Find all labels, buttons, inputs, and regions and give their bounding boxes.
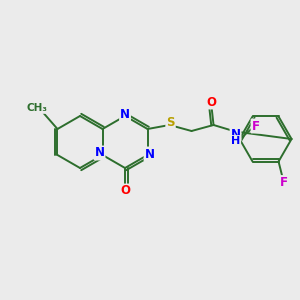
Text: N: N bbox=[94, 146, 104, 160]
Text: N: N bbox=[230, 128, 241, 140]
Text: F: F bbox=[280, 176, 287, 189]
Text: F: F bbox=[251, 119, 260, 133]
Text: S: S bbox=[166, 116, 175, 128]
Text: N: N bbox=[145, 148, 154, 160]
Text: O: O bbox=[120, 184, 130, 197]
Text: N: N bbox=[120, 109, 130, 122]
Text: CH₃: CH₃ bbox=[27, 103, 48, 113]
Text: H: H bbox=[231, 136, 240, 146]
Text: O: O bbox=[206, 95, 217, 109]
